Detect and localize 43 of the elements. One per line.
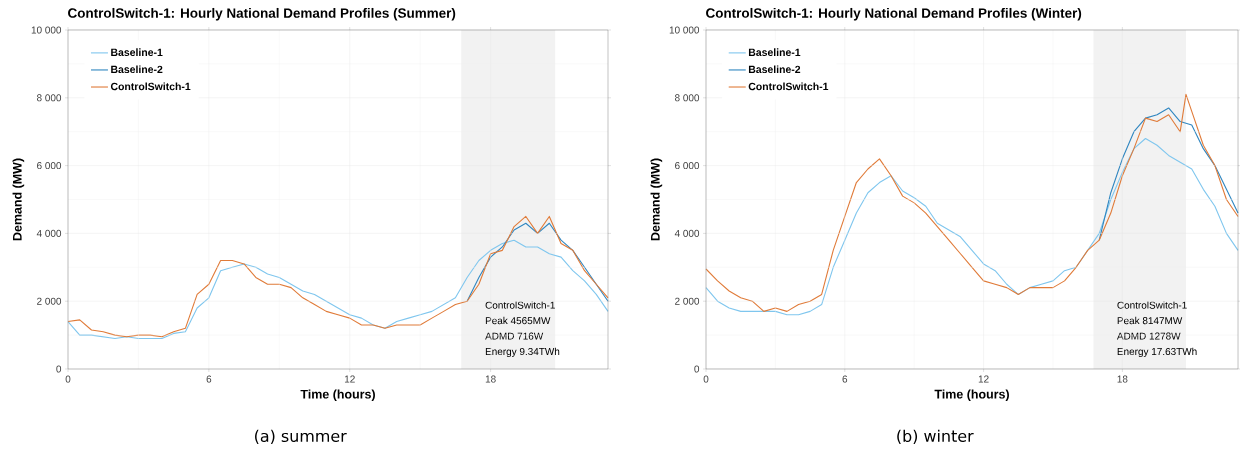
legend-label: Baseline-2 xyxy=(111,65,163,74)
annotation: Energy 9.34TWh xyxy=(485,347,560,358)
y-tick-label: 10 000 xyxy=(669,26,700,34)
legend-label: Baseline-1 xyxy=(748,48,801,57)
y-tick-label: 0 xyxy=(56,365,62,373)
y-tick-label: 2 000 xyxy=(675,297,700,305)
y-tick-label: 0 xyxy=(694,365,700,373)
legend-label: ControlSwitch-1 xyxy=(110,82,191,91)
text: (a) summer xyxy=(255,429,347,444)
y-tick-label: 6 000 xyxy=(675,162,700,170)
annotation: ControlSwitch-1 xyxy=(1117,301,1187,309)
x-axis-title: Time (hours) xyxy=(934,389,1009,402)
annotation: ControlSwitch-1 xyxy=(485,301,555,309)
y-tick-label: 4 000 xyxy=(674,229,700,237)
x-tick-label: 12 xyxy=(344,375,355,383)
y-tick-label: 10 000 xyxy=(31,26,62,34)
chart-title: ControlSwitch-1: Hourly National Demand Profiles (Winter) xyxy=(706,7,1082,21)
x-tick-label: 12 xyxy=(978,375,989,383)
annotation: ADMD 1278W xyxy=(1116,332,1181,340)
legend-label: ControlSwitch-1 xyxy=(748,82,829,91)
annotation: Peak 8147MW xyxy=(1117,316,1183,325)
legend-label: Baseline-1 xyxy=(111,48,163,57)
annotation: ADMD 716W xyxy=(485,332,544,340)
x-axis-title: Time (hours) xyxy=(300,389,375,402)
x-tick-label: 6 xyxy=(206,375,212,383)
annotation: Energy 17.63TWh xyxy=(1117,347,1197,358)
x-tick-label: 0 xyxy=(65,375,71,383)
y-tick-label: 8 000 xyxy=(36,94,62,102)
y-axis-title: Demand (MW) xyxy=(12,158,25,241)
x-tick-label: 18 xyxy=(1117,375,1128,383)
y-axis-title: Demand (MW) xyxy=(650,158,663,241)
chart-title: ControlSwitch-1: Hourly National Demand Profiles (Summer) xyxy=(68,7,456,21)
line-series xyxy=(466,222,609,302)
y-tick-label: 8 000 xyxy=(674,94,700,102)
annotation: Peak 4565MW xyxy=(485,316,551,325)
legend-label: Baseline-2 xyxy=(748,65,801,74)
y-tick-label: 2 000 xyxy=(37,297,62,305)
x-tick-label: 6 xyxy=(842,375,848,383)
x-tick-label: 0 xyxy=(703,375,709,383)
text: (b) winter xyxy=(897,429,974,444)
x-tick-label: 18 xyxy=(485,375,496,383)
y-tick-label: 6 000 xyxy=(37,162,62,170)
y-tick-label: 4 000 xyxy=(36,229,62,237)
